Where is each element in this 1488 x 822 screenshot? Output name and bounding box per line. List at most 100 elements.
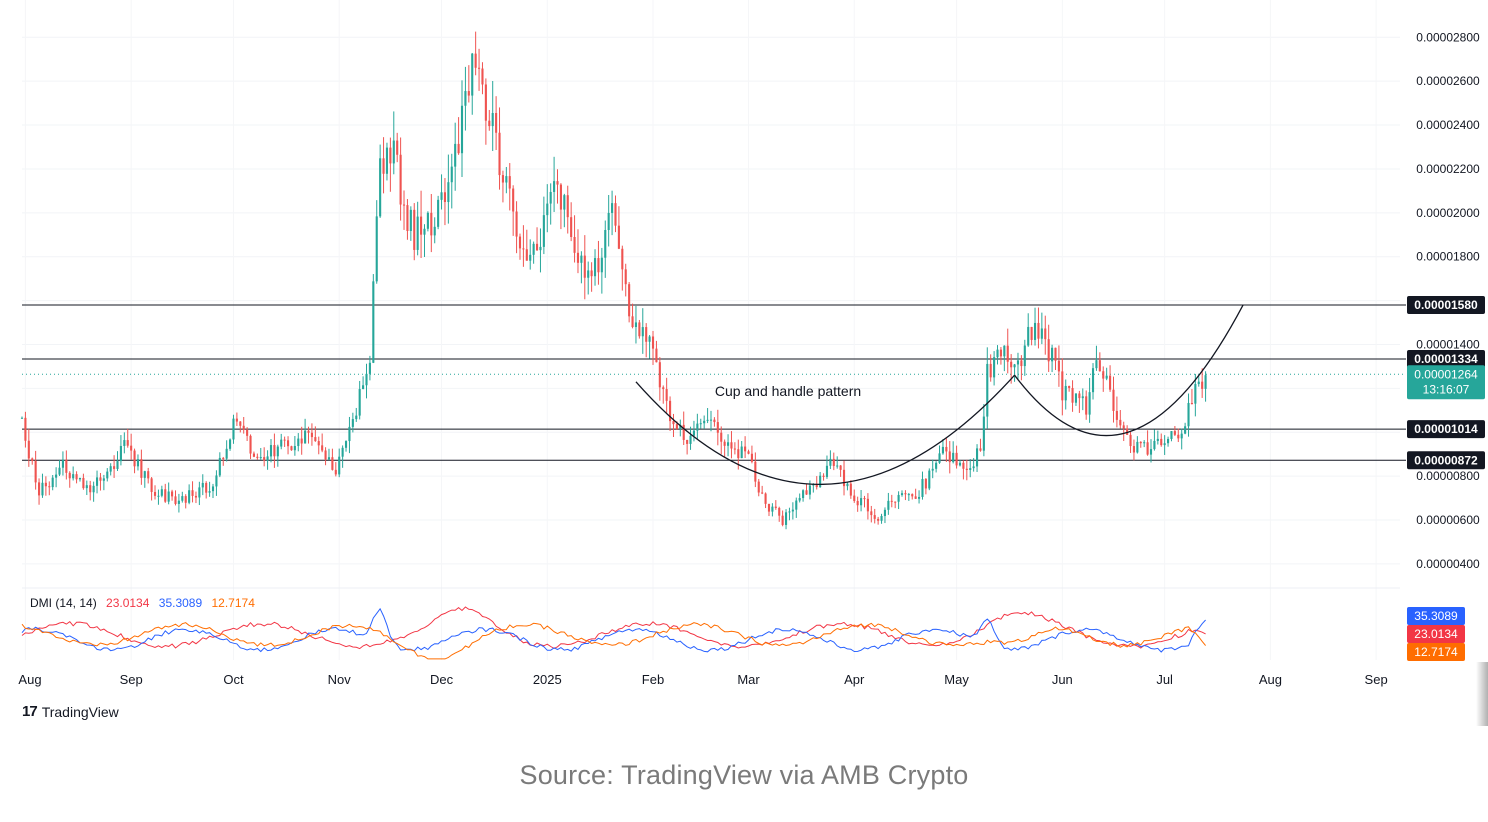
candle-body — [454, 143, 457, 167]
candle-body — [955, 452, 958, 466]
candle-body — [1068, 385, 1071, 389]
candle-body — [150, 478, 153, 492]
candle-body — [290, 446, 293, 451]
candle-body — [133, 450, 136, 467]
candle-body — [935, 462, 938, 469]
candle-body — [733, 448, 736, 450]
candle-body — [621, 248, 624, 270]
candle-body — [484, 84, 487, 121]
candle-body — [1071, 388, 1074, 403]
candle-body — [931, 468, 934, 471]
tradingview-logo[interactable]: 17 TradingView — [22, 703, 119, 720]
candle-body — [921, 478, 924, 497]
candle-body — [624, 269, 627, 285]
candle-body — [413, 209, 416, 250]
candle-body — [566, 195, 569, 218]
candle-body — [1201, 381, 1204, 389]
candle-body — [958, 462, 962, 466]
candle-body — [396, 140, 399, 155]
candle-body — [1149, 449, 1153, 455]
candle-body — [518, 236, 522, 249]
candle-body — [321, 445, 324, 451]
candle-body — [819, 475, 822, 488]
candle-body — [744, 446, 747, 452]
candle-body — [559, 184, 562, 210]
candle-body — [658, 362, 661, 388]
candle-body — [686, 439, 689, 444]
candle-body — [280, 439, 283, 447]
candle-body — [938, 453, 941, 463]
candle-body — [136, 459, 140, 467]
candle-body — [1132, 446, 1136, 453]
candle-body — [65, 459, 68, 473]
level-tag-label: 0.00001334 — [1414, 352, 1478, 366]
candle-body — [706, 419, 709, 421]
candle-body — [1167, 438, 1170, 444]
candle-body — [20, 417, 24, 419]
candle-body — [945, 446, 948, 452]
candle-body — [648, 336, 651, 342]
candle-body — [184, 496, 187, 503]
candle-body — [546, 203, 549, 216]
candle-body — [1095, 360, 1098, 369]
candle-body — [1006, 345, 1009, 362]
candle-body — [1112, 389, 1115, 411]
candle-body — [491, 112, 494, 127]
candle-body — [928, 470, 931, 489]
candle-body — [583, 255, 586, 278]
candle-body — [863, 498, 866, 500]
candle-body — [1020, 360, 1023, 367]
candle-body — [256, 456, 259, 458]
candle-body — [689, 435, 692, 444]
candle-body — [747, 451, 750, 454]
candle-body — [860, 498, 863, 506]
candle-body — [24, 417, 27, 441]
x-tick-label: 2025 — [533, 672, 562, 687]
candle-body — [246, 429, 249, 436]
candle-body — [911, 494, 914, 497]
candle-body — [726, 442, 730, 446]
candle-body — [327, 457, 331, 460]
candle-body — [307, 430, 310, 433]
time-axis: Aug Sep Oct Nov Dec 2025 Feb Mar Apr May Jun Jul Aug… — [18, 672, 1387, 687]
candle-body — [1057, 360, 1060, 372]
candle-body — [614, 203, 617, 226]
candle-body — [304, 430, 307, 444]
candle-body — [849, 483, 852, 496]
candle-body — [420, 216, 423, 235]
candle-body — [222, 457, 225, 459]
candle-body — [44, 482, 47, 487]
candle-body — [757, 481, 760, 493]
candle-body — [232, 418, 235, 440]
candle-body — [1054, 347, 1057, 361]
level-tag — [1407, 420, 1485, 439]
handle-curve — [1014, 304, 1244, 437]
level-tag-label: 0.00001580 — [1414, 298, 1478, 312]
candle-body — [423, 228, 426, 235]
candle-body — [106, 471, 109, 479]
candle-body — [975, 448, 979, 467]
candle-body — [41, 482, 44, 496]
candle-body — [34, 460, 37, 483]
candle-body — [55, 474, 58, 478]
candle-body — [1078, 393, 1081, 399]
candle-body — [1074, 393, 1078, 403]
candle-body — [188, 490, 191, 503]
candle-body — [607, 212, 610, 231]
candle-body — [126, 440, 129, 446]
candle-body — [286, 440, 290, 447]
candle-body — [242, 425, 245, 430]
candle-body — [171, 491, 174, 497]
candle-body — [573, 236, 576, 253]
candle-body — [535, 243, 539, 251]
candle-body — [638, 322, 641, 337]
candle-body — [92, 485, 95, 493]
candle-body — [324, 450, 327, 460]
level-tag — [1407, 349, 1485, 368]
candle-body — [556, 181, 559, 185]
candle-body — [198, 487, 201, 498]
candle-body — [709, 419, 713, 421]
grid-lines — [22, 0, 1400, 660]
candle-body — [651, 336, 655, 349]
candle-body — [791, 509, 794, 512]
